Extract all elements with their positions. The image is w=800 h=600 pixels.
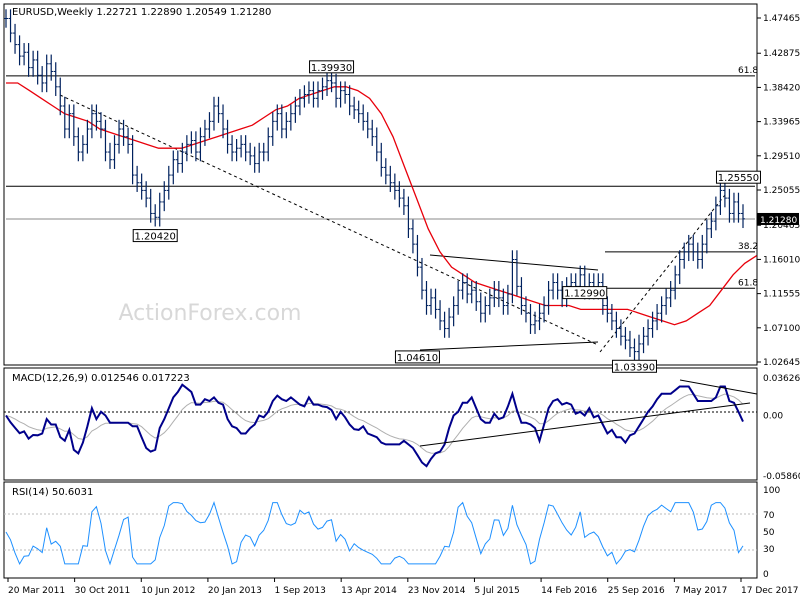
price-label-box-2	[394, 350, 440, 364]
x-tick-11: 17 Dec 2017	[741, 586, 799, 596]
price-label-4: 1.03390	[614, 362, 655, 373]
current-price-box	[757, 212, 799, 225]
price-y-tick-7: 1.16010	[763, 255, 800, 265]
rsi-y-tick-2: 50	[763, 528, 775, 538]
current-price-label: 1.21280	[760, 216, 797, 226]
price-labels-layer: 1.39930 1.20420 1.04610 1.12990 1.03390 1.255…	[132, 60, 761, 373]
x-tick-3: 20 Jan 2013	[208, 586, 262, 596]
triangle-lower	[419, 341, 599, 351]
rsi-y-tick-3: 30	[763, 545, 775, 555]
price-label-box-3	[562, 286, 608, 300]
price-panel-title: EURUSD,Weekly 1.22721 1.22890 1.20549 1.…	[12, 7, 271, 18]
price-y-tick-1: 1.42875	[763, 49, 800, 59]
price-label-0: 1.39930	[311, 63, 352, 74]
macd-layer	[5, 383, 744, 468]
price-label-3: 1.12990	[564, 289, 605, 300]
price-y-tick-10: 1.02645	[763, 358, 800, 368]
price-y-tick-6: 1.20465	[763, 221, 800, 231]
x-tick-5: 13 Apr 2014	[341, 586, 397, 596]
macd-y-axis: 0.036263 0.00 -0.058606	[763, 374, 800, 482]
price-label-box-1	[132, 229, 178, 243]
triangle-upper	[429, 254, 599, 271]
price-label-2: 1.04610	[397, 353, 438, 364]
x-tick-10: 7 May 2017	[674, 586, 727, 596]
price-y-tick-3: 1.33965	[763, 118, 800, 128]
macd-y-tick-1: 0.00	[763, 411, 783, 421]
macd-y-tick-2: -0.058606	[763, 472, 800, 482]
price-y-tick-8: 1.11555	[763, 290, 800, 300]
price-level-lines: 61.838.238.261.8	[6, 66, 758, 289]
x-tick-6: 23 Nov 2014	[408, 586, 466, 596]
x-tick-0: 20 Mar 2011	[8, 586, 65, 596]
x-tick-2: 10 Jun 2012	[141, 586, 195, 596]
rsi-layer	[5, 501, 744, 566]
price-label-1: 1.20420	[135, 232, 176, 243]
macd-trendline-resistance	[679, 379, 758, 395]
price-label-box-0	[309, 60, 355, 74]
level-label-4: 61.8	[738, 278, 758, 288]
rsi-y-tick-0: 100	[763, 486, 780, 496]
x-tick-7: 5 Jul 2015	[474, 586, 519, 596]
price-y-tick-9: 1.07100	[763, 324, 800, 334]
watermark: ActionForex.com	[119, 301, 302, 326]
rsi-line	[5, 501, 744, 566]
price-label-5: 1.25550	[718, 173, 759, 184]
macd-panel-frame	[3, 367, 758, 481]
price-y-axis: 1.47465 1.42875 1.38420 1.33965 1.29510 1.250…	[757, 14, 800, 368]
rsi-y-tick-4: 0	[763, 570, 769, 580]
macd-y-tick-0: 0.036263	[763, 374, 800, 384]
price-label-box-4	[611, 359, 657, 373]
current-price-marker: 1.21280	[757, 212, 799, 226]
macd-panel-title: MACD(12,26,9) 0.012546 0.017223	[12, 373, 190, 384]
level-label-0: 61.8	[738, 66, 758, 76]
rsi-panel-title: RSI(14) 50.6031	[12, 487, 93, 498]
price-bars-layer	[4, 9, 745, 361]
price-y-tick-4: 1.29510	[763, 152, 800, 162]
price-y-tick-5: 1.25055	[763, 186, 800, 196]
x-tick-8: 14 Feb 2016	[541, 586, 597, 596]
price-label-box-5	[715, 170, 761, 184]
level-label-3: 38.2	[738, 242, 758, 252]
ema-series-layer	[6, 82, 757, 326]
rsi-y-tick-1: 70	[763, 511, 775, 521]
x-axis: 20 Mar 2011 30 Oct 2011 10 Jun 2012 20 Jan …	[7, 578, 799, 596]
price-y-tick-0: 1.47465	[763, 14, 800, 24]
x-tick-1: 30 Oct 2011	[75, 586, 131, 596]
price-panel-frame	[3, 3, 758, 366]
x-tick-4: 1 Sep 2013	[275, 586, 326, 596]
ema-line	[6, 82, 757, 326]
price-y-tick-2: 1.38420	[763, 83, 800, 93]
macd-line	[5, 383, 744, 468]
macd-trendline-support	[419, 402, 751, 447]
rsi-y-axis: 100 70 50 30 0	[763, 486, 780, 580]
x-tick-9: 25 Sep 2016	[608, 586, 665, 596]
